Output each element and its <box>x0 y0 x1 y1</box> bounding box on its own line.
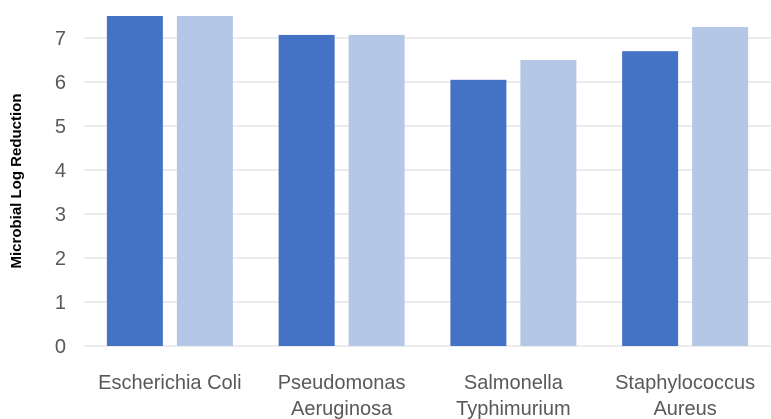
x-category-labels: Escherichia Coli Pseudomonas Aeruginosa Sal… <box>98 372 755 419</box>
x-category-label: Escherichia Coli <box>98 372 241 394</box>
y-tick-label: 2 <box>55 248 66 270</box>
y-tick-label: 0 <box>55 336 66 358</box>
y-axis-title: Microbial Log Reduction <box>8 94 25 269</box>
y-tick-label: 5 <box>55 116 66 138</box>
bar-2-1 <box>176 16 233 346</box>
bar-2-2 <box>348 34 405 347</box>
bar-1-4 <box>622 51 679 346</box>
x-category-label: Pseudomonas Aeruginosa <box>278 372 406 419</box>
y-tick-label: 4 <box>55 160 66 182</box>
bar-2-4 <box>692 27 749 346</box>
x-category-label: Staphylococcus Aureus <box>615 372 755 419</box>
y-tick-label: 6 <box>55 72 66 94</box>
y-tick-label: 3 <box>55 204 66 226</box>
y-tick-label: 1 <box>55 292 66 314</box>
y-tick-labels: 0 1 2 3 4 5 6 7 <box>55 28 66 358</box>
bar-1-1 <box>106 16 163 346</box>
x-category-label: Salmonella Typhimurium <box>456 372 570 419</box>
bars <box>106 16 749 347</box>
y-tick-label: 7 <box>55 28 66 50</box>
bar-1-2 <box>278 34 335 347</box>
bar-2-3 <box>520 60 577 346</box>
bar-1-3 <box>450 79 507 347</box>
